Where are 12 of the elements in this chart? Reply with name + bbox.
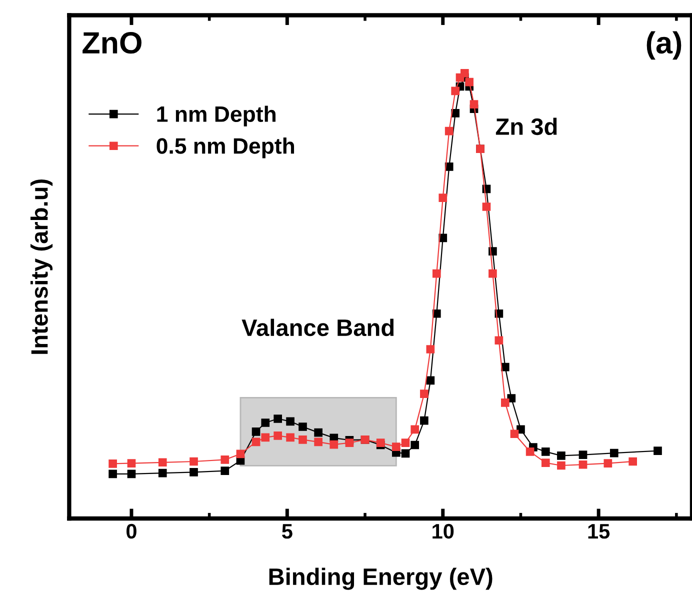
x-tick-label: 10 <box>432 524 454 539</box>
legend-label: 1 nm Depth <box>157 106 276 126</box>
text: ZnO <box>82 32 142 54</box>
annotation: Zn 3d <box>496 118 557 136</box>
x-axis-title: Binding Energy (eV) <box>269 568 492 590</box>
x-tick-label: 15 <box>588 524 610 539</box>
legend-label: 0.5 nm Depth <box>156 138 294 158</box>
x-tick-label: 5 <box>282 524 292 539</box>
text: (a) <box>646 31 682 60</box>
band-label: Valance Band <box>242 318 394 336</box>
y-axis-title: Intensity (arb.u) <box>30 179 53 354</box>
x-tick-label: 0 <box>126 524 136 539</box>
